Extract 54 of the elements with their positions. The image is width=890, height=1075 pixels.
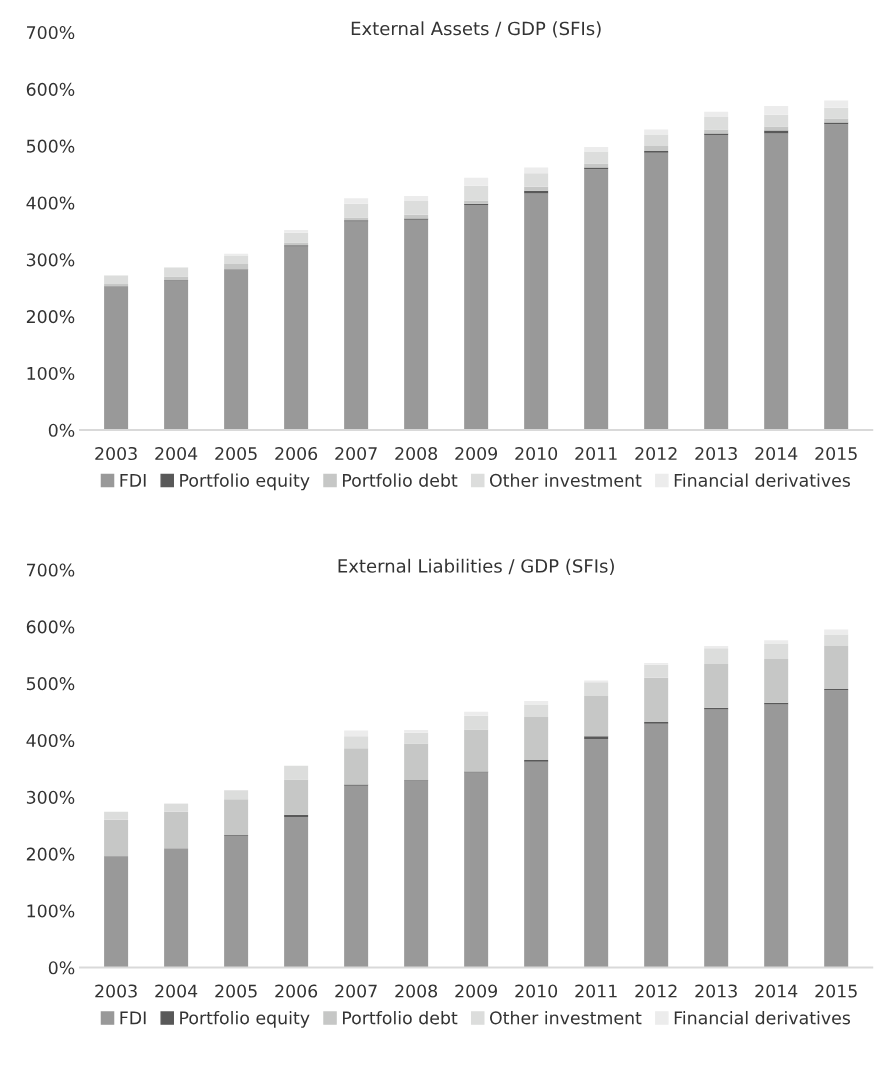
legend-label: Financial derivatives: [674, 1010, 851, 1025]
x-tick-label: 2003: [95, 446, 137, 461]
x-tick-label: 2004: [155, 984, 198, 998]
y-tick-label: 700%: [27, 25, 75, 40]
x-tick-label: 2006: [275, 446, 318, 461]
x-tick-label: 2014: [755, 984, 798, 998]
x-tick-label: 2009: [455, 446, 498, 461]
x-tick-label: 2008: [395, 984, 438, 998]
x-tick-label: 2015: [815, 984, 857, 998]
legend-label: Other investment: [489, 473, 642, 487]
x-tick-label: 2012: [635, 984, 677, 998]
x-tick-label: 2015: [815, 446, 857, 461]
y-tick-label: 200%: [26, 310, 75, 324]
x-tick-label: 2007: [335, 446, 377, 461]
y-tick-label: 100%: [27, 904, 75, 918]
legend-label: Portfolio debt: [343, 473, 458, 487]
legend-label: Portfolio equity: [180, 1010, 310, 1028]
y-tick-label: 0%: [48, 961, 75, 975]
x-tick-label: 2014: [755, 446, 798, 461]
x-tick-label: 2013: [695, 984, 737, 998]
legend-label: Portfolio equity: [180, 473, 310, 491]
y-tick-label: 600%: [26, 82, 75, 96]
y-tick-label: 300%: [26, 253, 75, 267]
legend-label: FDI: [120, 474, 146, 487]
x-tick-label: 2005: [215, 984, 257, 998]
x-tick-label: 2013: [695, 446, 737, 461]
legend-label: FDI: [120, 1011, 146, 1025]
x-tick-label: 2011: [575, 446, 617, 461]
x-tick-label: 2010: [515, 984, 558, 998]
y-tick-label: 100%: [27, 366, 75, 381]
legend-label: Portfolio debt: [343, 1010, 458, 1025]
x-tick-label: 2006: [275, 984, 318, 998]
x-tick-label: 2005: [215, 446, 257, 461]
y-tick-label: 400%: [26, 196, 75, 210]
x-tick-label: 2012: [635, 446, 677, 461]
legend-label: Other investment: [489, 1010, 642, 1025]
y-tick-label: 600%: [26, 620, 75, 634]
chart-title: External Assets / GDP (SFIs): [351, 21, 601, 38]
x-tick-label: 2009: [455, 984, 498, 998]
chart-title: External Liabilities / GDP (SFIs): [338, 558, 614, 575]
y-tick-label: 500%: [26, 677, 75, 691]
y-tick-label: 700%: [27, 563, 75, 577]
x-tick-label: 2003: [95, 984, 137, 998]
y-tick-label: 400%: [26, 733, 75, 748]
y-tick-label: 200%: [26, 847, 75, 861]
x-tick-label: 2010: [515, 446, 558, 461]
y-tick-label: 0%: [48, 423, 75, 437]
x-tick-label: 2011: [575, 984, 617, 998]
y-tick-label: 300%: [26, 790, 75, 804]
x-tick-label: 2008: [395, 446, 438, 461]
legend-label: Financial derivatives: [674, 473, 851, 487]
y-tick-label: 500%: [26, 139, 75, 153]
x-tick-label: 2007: [335, 984, 377, 998]
x-tick-label: 2004: [155, 446, 198, 461]
